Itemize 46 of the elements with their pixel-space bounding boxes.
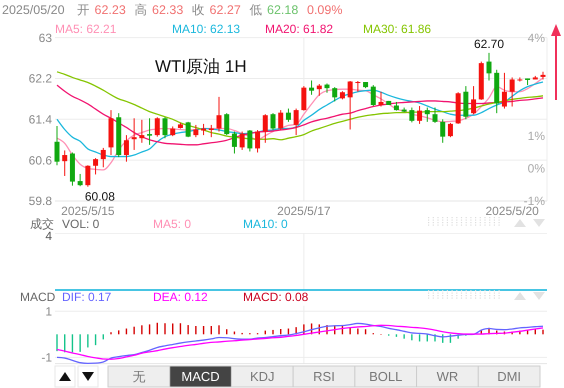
x-tick-label: 2025/5/20 <box>485 204 540 218</box>
x-tick-label: 2025/5/17 <box>277 204 331 218</box>
text: 高 <box>134 2 148 17</box>
text: WR <box>436 369 458 384</box>
text: DMI <box>497 369 522 384</box>
x-tick-label: 2025/5/15 <box>61 204 115 218</box>
y2-tick-label: 0% <box>528 162 546 176</box>
text: 0.09% <box>307 3 342 17</box>
text: 4 <box>45 229 52 243</box>
text: 开 <box>77 3 90 17</box>
y-tick-label: 60.6 <box>28 153 52 168</box>
text: VOL: 0 <box>62 217 100 231</box>
text: 无 <box>132 369 146 384</box>
annotation: 62.70 <box>474 36 504 51</box>
text: 62.27 <box>210 3 241 17</box>
text: WTI原油 1H <box>155 57 247 76</box>
text: RSI <box>313 369 335 384</box>
text: KDJ <box>250 369 275 384</box>
text: 收 <box>192 3 205 17</box>
text: MA30: 61.86 <box>363 22 432 36</box>
y-tick-label: 62.2 <box>28 72 52 86</box>
text: MA10: 62.13 <box>172 22 240 36</box>
text: DEA: 0.12 <box>153 290 208 304</box>
text: 62.23 <box>94 3 126 17</box>
chart-title: MACD <box>20 290 56 304</box>
text: 62.18 <box>267 3 298 17</box>
text: MA10: 0 <box>243 217 288 231</box>
text: MA5: 62.21 <box>55 22 117 36</box>
series-label: MACD: 0.08 <box>243 290 309 304</box>
text: MA5: 0 <box>153 217 192 231</box>
y-tick-label: 63 <box>38 30 52 45</box>
y2-tick-label: 4% <box>528 30 546 45</box>
y-tick-label: 59.8 <box>28 194 52 208</box>
text: 成交 <box>30 217 54 231</box>
text: BOLL <box>369 369 402 384</box>
text: MA20: 61.82 <box>265 22 334 36</box>
text: MACD <box>181 369 220 384</box>
y2-tick-label: 1% <box>528 128 546 143</box>
annotation: 60.08 <box>84 190 116 204</box>
text: DIF: 0.17 <box>62 290 112 304</box>
y-tick-label: -1 <box>41 350 52 365</box>
text: 2025/05/20 <box>2 3 65 17</box>
y-tick-label: 1 <box>45 304 52 318</box>
text: 低 <box>250 3 262 17</box>
text: 62.33 <box>152 3 184 17</box>
y-tick-label: 61.4 <box>28 112 52 126</box>
